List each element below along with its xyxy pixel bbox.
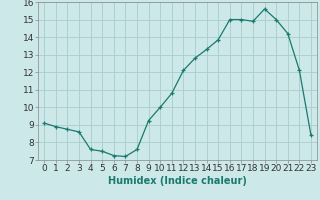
X-axis label: Humidex (Indice chaleur): Humidex (Indice chaleur) bbox=[108, 176, 247, 186]
